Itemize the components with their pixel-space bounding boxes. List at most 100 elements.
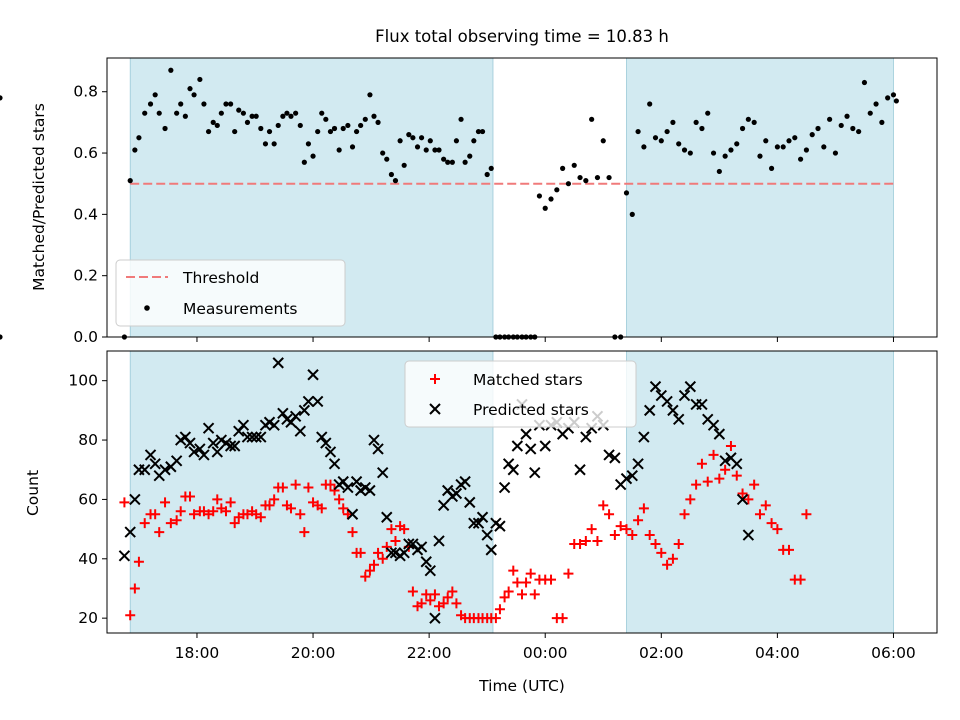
predicted-star-point (307, 369, 319, 381)
measurement-point (710, 150, 717, 156)
measurement-point (310, 153, 316, 159)
matched-star-point (702, 476, 713, 487)
predicted-star-point (603, 449, 615, 461)
predicted-star-point (424, 564, 437, 577)
matched-star-point (749, 479, 760, 490)
predicted-star-point (350, 475, 363, 488)
matched-star-point (656, 547, 667, 558)
predicted-star-point (289, 410, 302, 423)
y-tick-label: 80 (78, 431, 98, 449)
predicted-star-point (202, 422, 215, 434)
measurement-point (232, 128, 238, 135)
predicted-star-point (429, 612, 441, 624)
measurement-point (142, 110, 148, 116)
measurement-point (462, 159, 468, 165)
matched-star-point (604, 509, 615, 520)
predicted-star-point (170, 455, 183, 467)
matched-star-point (615, 521, 626, 532)
measurement-point (734, 141, 740, 147)
matched-star-point (801, 509, 812, 520)
measurement-point (768, 165, 775, 171)
predicted-star-point (696, 398, 708, 411)
matched-star-point (386, 524, 397, 535)
x-tick-label: 04:00 (755, 644, 800, 662)
x-tick-label: 00:00 (523, 644, 568, 662)
matched-star-point (154, 527, 165, 538)
measurement-point (214, 122, 220, 129)
predicted-star-point (241, 431, 254, 443)
bottom-panel: 20 40 60 80 100 18:00 20:00 22:00 00:00 02:00 04:… (24, 350, 938, 695)
predicted-star-point (328, 458, 341, 470)
matched-star-point (691, 479, 702, 490)
matched-star-point (368, 559, 379, 570)
predicted-star-point (507, 464, 520, 476)
matched-star-point (316, 503, 327, 514)
matched-star-point (644, 530, 655, 541)
measurement-point (162, 125, 168, 132)
measurement-point (560, 165, 566, 171)
measurement-point (641, 144, 647, 150)
matched-star-point (229, 518, 240, 529)
predicted-star-point (346, 508, 359, 520)
legend-predicted-label: Predicted stars (473, 401, 589, 419)
predicted-star-point (194, 443, 206, 455)
predicted-star-point (464, 496, 476, 509)
measurement-point (647, 101, 653, 107)
matched-star-point (175, 506, 186, 517)
predicted-star-point (481, 529, 493, 541)
measurement-point (423, 147, 429, 153)
matched-star-point (580, 535, 591, 546)
matched-star-point (407, 586, 418, 597)
measurement-point (406, 132, 412, 138)
y-tick-label: 100 (68, 372, 98, 390)
predicted-star-point (237, 419, 250, 431)
measurement-point (475, 128, 482, 135)
measurement-point (471, 138, 477, 144)
measurement-point (392, 178, 399, 184)
predicted-star-point (311, 395, 324, 408)
measurement-point (658, 138, 664, 144)
bottom-legend-frame (404, 360, 637, 428)
measurement-point (240, 110, 246, 116)
measurement-point (136, 135, 142, 141)
x-tick-label: 06:00 (871, 644, 916, 662)
predicted-star-point (539, 440, 551, 452)
measurement-point (284, 110, 290, 116)
predicted-star-point (268, 419, 280, 431)
measurement-point (751, 119, 757, 125)
measurement-point (606, 174, 612, 181)
top-x-ticks (196, 337, 894, 342)
y-tick-label: 40 (78, 550, 98, 568)
measurement-points (0, 67, 899, 340)
matched-star-point (360, 571, 371, 582)
matched-star-point (529, 589, 540, 600)
predicted-star-point (433, 535, 445, 547)
measurement-point (583, 178, 589, 184)
matched-star-point (438, 598, 449, 609)
measurement-point (384, 156, 390, 162)
measurement-point (873, 101, 879, 107)
measurement-point (258, 125, 264, 132)
matched-star-point (714, 473, 725, 484)
measurement-point (536, 193, 543, 199)
bottom-x-ticks: 18:00 20:00 22:00 00:00 02:00 04:00 06:00 (175, 633, 916, 662)
measurement-point (739, 125, 746, 132)
matched-star-point (165, 518, 176, 529)
measurement-point (397, 138, 403, 144)
measurement-point (178, 101, 184, 107)
measurement-point (479, 128, 486, 135)
measurement-point (792, 135, 798, 141)
measurement-point (757, 153, 763, 159)
predicted-star-point (626, 469, 638, 482)
measurement-point (467, 153, 473, 159)
measurement-point (301, 159, 307, 165)
legend-measurements-label: Measurements (183, 300, 298, 318)
measurement-point (293, 110, 299, 116)
matched-star-point (490, 613, 501, 624)
matched-star-point (557, 613, 568, 624)
predicted-star-point (272, 357, 284, 369)
measurement-point (687, 150, 693, 156)
measurement-point (542, 205, 548, 211)
matched-star-point (129, 583, 140, 594)
x-axis-label: Time (UTC) (478, 677, 565, 695)
